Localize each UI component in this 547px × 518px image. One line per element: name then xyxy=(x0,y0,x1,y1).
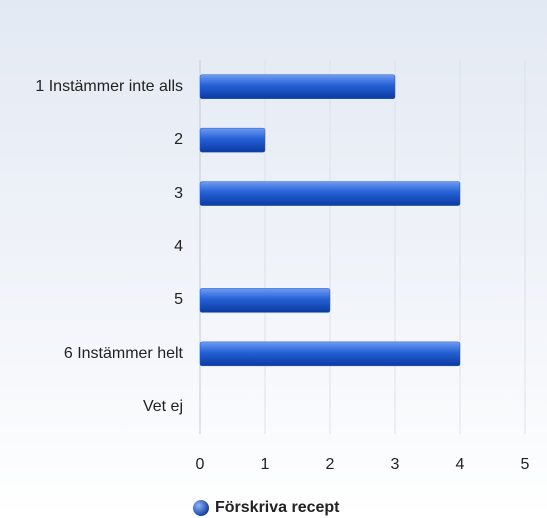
y-tick-label: 2 xyxy=(174,131,183,149)
x-tick-label: 3 xyxy=(391,456,400,473)
y-tick-label: Vet ej xyxy=(142,398,183,416)
y-tick-label: 4 xyxy=(174,238,183,255)
x-tick-label: 2 xyxy=(326,456,335,473)
bar xyxy=(199,288,331,313)
legend-marker xyxy=(193,500,209,516)
bar xyxy=(199,74,396,99)
bar xyxy=(199,181,461,206)
x-tick-label: 5 xyxy=(521,456,530,473)
bar xyxy=(199,127,266,153)
y-tick-label: 5 xyxy=(174,291,183,309)
bar xyxy=(199,341,461,367)
x-tick-label: 0 xyxy=(196,456,205,473)
y-tick-label: 1 Instämmer inte alls xyxy=(35,77,183,95)
y-tick-label: 6 Instämmer helt xyxy=(63,344,183,362)
y-tick-label: 3 xyxy=(174,184,183,202)
legend-label: Förskriva recept xyxy=(215,499,340,516)
x-tick-label: 4 xyxy=(456,456,465,473)
x-tick-label: 1 xyxy=(261,456,270,473)
